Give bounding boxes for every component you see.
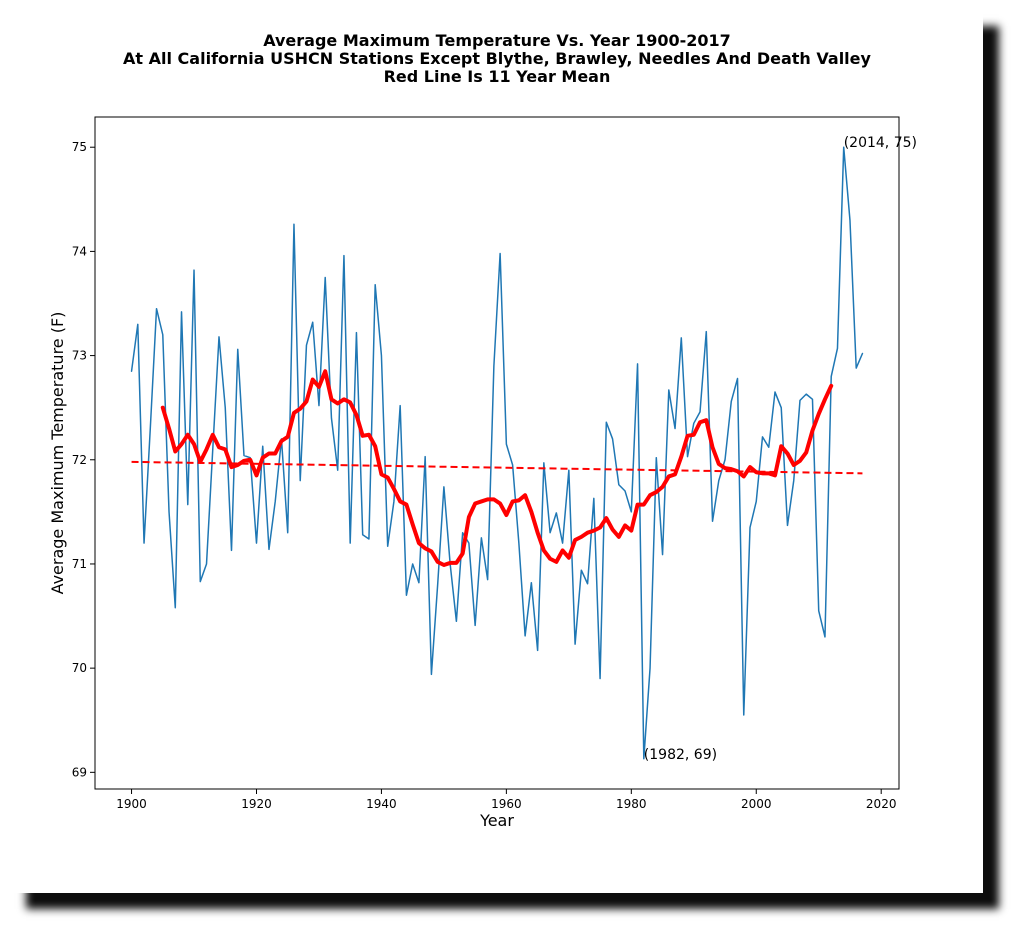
x-tick-label: 1960 bbox=[491, 797, 522, 811]
y-tick-label: 75 bbox=[72, 140, 87, 154]
x-tick-label: 2020 bbox=[866, 797, 897, 811]
data-line bbox=[160, 369, 834, 567]
data-line bbox=[130, 146, 864, 760]
x-tick-label: 1920 bbox=[241, 797, 272, 811]
chart-title-line: Red Line Is 11 Year Mean bbox=[384, 67, 611, 86]
y-tick-label: 74 bbox=[72, 244, 87, 258]
x-tick-label: 1980 bbox=[616, 797, 647, 811]
x-tick-label: 1940 bbox=[366, 797, 397, 811]
y-tick-label: 70 bbox=[72, 661, 87, 675]
chart-title-line: Average Maximum Temperature Vs. Year 190… bbox=[263, 31, 731, 50]
plot-frame bbox=[94, 116, 900, 790]
x-tick-label: 2000 bbox=[741, 797, 772, 811]
y-tick-label: 72 bbox=[72, 453, 87, 467]
trend-line bbox=[131, 460, 863, 475]
y-tick-label: 73 bbox=[72, 349, 87, 363]
y-axis-label: Average Maximum Temperature (F) bbox=[48, 312, 67, 595]
annotation: (2014, 75) bbox=[844, 135, 917, 151]
figure-panel bbox=[10, 10, 983, 893]
x-axis-label: Year bbox=[479, 811, 514, 830]
chart-title-line: At All California USHCN Stations Except … bbox=[123, 49, 871, 68]
y-tick-label: 69 bbox=[72, 765, 87, 779]
x-tick-label: 1900 bbox=[116, 797, 147, 811]
y-tick-label: 71 bbox=[72, 557, 87, 571]
annotation: (1982, 69) bbox=[644, 747, 717, 763]
